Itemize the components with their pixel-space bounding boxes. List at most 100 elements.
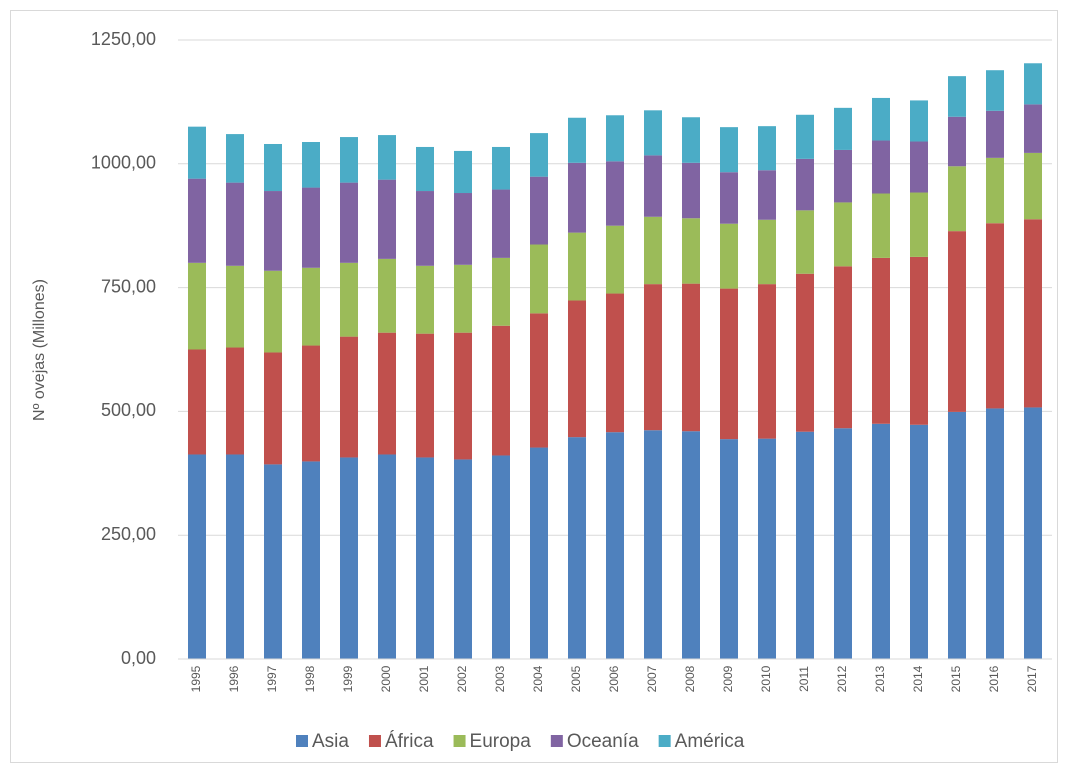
bar-segment [682,162,700,219]
bar-segment [454,150,472,194]
y-axis-label: Nº ovejas (Millones) [31,279,48,421]
bar-segment [302,142,320,188]
bar-segment [758,126,776,171]
bar-segment [682,431,700,659]
bar-segment [796,273,814,432]
bar-segment [834,266,852,429]
bar-segment [796,158,814,211]
bar-segment [872,193,890,258]
bar-segment [226,265,244,348]
bar-segment [720,127,738,173]
bar-segment [758,438,776,659]
bar-segment [530,447,548,659]
bar-segment [530,313,548,448]
bar-segment [530,133,548,177]
y-tick-label: 1250,00 [91,29,156,49]
legend-label: América [675,731,745,752]
bar-segment [948,166,966,232]
bar-segment [188,178,206,263]
bar-segment [682,117,700,163]
x-tick-label: 2011 [797,666,811,692]
bar-segment [530,244,548,314]
bar-segment [378,258,396,333]
x-tick-label: 1996 [227,665,241,692]
bar-segment [226,182,244,266]
bar-segment [986,157,1004,224]
bar-segment [340,182,358,263]
bar-segment [682,218,700,284]
bar-segment [872,97,890,141]
x-tick-label: 1995 [189,665,203,692]
legend-swatch [453,735,466,747]
bar-segment [682,283,700,432]
bar-segment [720,288,738,440]
bar-segment [796,431,814,659]
bar-segment [226,347,244,455]
x-tick-label: 2002 [455,665,469,692]
y-tick-label: 750,00 [101,276,156,296]
x-tick-label: 1999 [341,665,355,692]
bar-segment [302,267,320,346]
bar-segment [872,423,890,659]
x-tick-label: 2013 [873,665,887,692]
x-tick-label: 1997 [265,665,279,692]
bar-segment [568,117,586,163]
legend-swatch [550,735,563,747]
bar-segment [606,293,624,433]
bar-segment [302,187,320,268]
x-tick-label: 2006 [607,665,621,692]
x-tick-label: 2015 [949,665,963,692]
bar-segment [910,424,928,659]
bar-segment [416,265,434,334]
bar-segment [910,141,928,193]
bar-segment [378,179,396,259]
x-tick-label: 2017 [1025,665,1039,692]
y-tick-label: 500,00 [101,400,156,420]
bar-segment [264,191,282,271]
bar-segment [758,284,776,439]
bar-segment [986,408,1004,659]
bar-segment [758,219,776,285]
bar-segment [568,232,586,301]
x-tick-label: 2009 [721,665,735,692]
bar-segment [720,439,738,659]
bar-segment [416,457,434,659]
x-tick-label: 2007 [645,665,659,692]
bar-segment [492,325,510,456]
bar-segment [188,454,206,659]
bar-segment [416,191,434,266]
bar-segment [872,257,890,424]
bar-segment [986,70,1004,111]
bar-segment [416,146,434,192]
legend-label: África [385,731,434,752]
bar-segment [948,116,966,167]
legend-label: Asia [312,731,349,752]
x-tick-label: 2004 [531,665,545,692]
legend-label: Oceanía [567,731,639,752]
bar-segment [302,461,320,659]
bar-segment [1024,152,1042,220]
legend-swatch [658,735,671,747]
bar-segment [454,459,472,659]
x-tick-label: 2012 [835,665,849,692]
bar-segment [188,262,206,350]
bar-segment [834,202,852,267]
x-tick-label: 2016 [987,665,1001,692]
bar-segment [948,231,966,412]
x-tick-label: 2014 [911,665,925,692]
bar-segment [416,333,434,458]
bar-segment [910,100,928,142]
bar-segment [188,349,206,455]
bar-segment [568,162,586,233]
bar-segment [378,454,396,659]
bar-segment [568,437,586,659]
bar-segment [340,457,358,659]
bar-segment [948,76,966,117]
bar-segment [454,332,472,460]
x-tick-label: 2001 [417,665,431,692]
y-tick-label: 0,00 [121,648,156,668]
bar-segment [834,107,852,150]
bar-segment [606,225,624,294]
bar-segment [264,270,282,353]
bar-segment [606,432,624,659]
